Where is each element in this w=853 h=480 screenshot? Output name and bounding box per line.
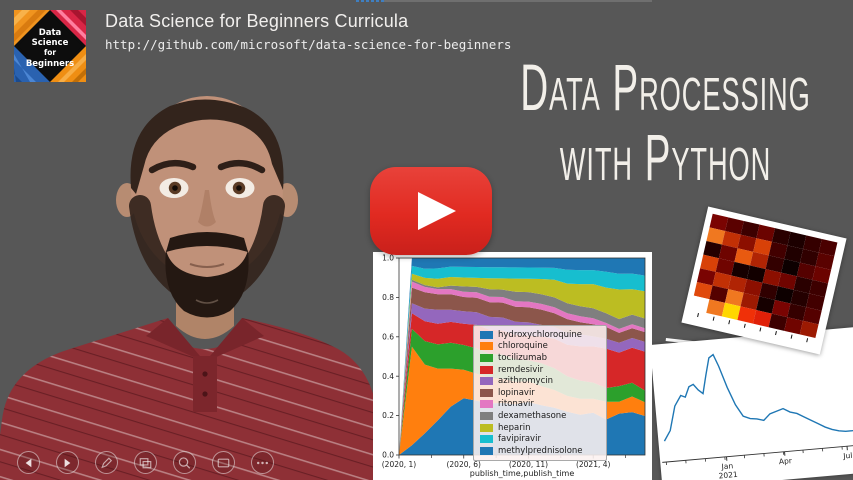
- legend-item: chloroquine: [480, 341, 600, 353]
- svg-text:Jul: Jul: [842, 451, 853, 461]
- previous-slide-icon: [25, 458, 32, 467]
- legend-label: azithromycin: [498, 376, 553, 387]
- logo-text-line: Science: [32, 38, 69, 48]
- svg-text:Apr: Apr: [778, 456, 793, 466]
- heatmap-panel: [681, 206, 847, 355]
- top-edge-bar: [384, 0, 652, 2]
- svg-text:0.2: 0.2: [382, 411, 394, 420]
- next-slide-icon: [64, 458, 71, 467]
- legend-label: heparin: [498, 422, 531, 433]
- previous-slide-button[interactable]: [17, 451, 40, 474]
- svg-text:(2020, 1): (2020, 1): [382, 460, 417, 469]
- legend-label: methylprednisolone: [498, 445, 583, 456]
- presenter-webcam: [0, 96, 384, 480]
- svg-text:0.4: 0.4: [382, 372, 394, 381]
- more-options-button[interactable]: [251, 451, 274, 474]
- line-chart-panel: Jan 2021 Apr Jul: [650, 324, 853, 480]
- all-slides-icon: [139, 457, 152, 468]
- svg-text:Jan: Jan: [720, 461, 734, 471]
- area-series-tocilizumab: [399, 328, 645, 455]
- legend-swatch: [480, 353, 493, 362]
- course-logo: Data Science for Beginners: [14, 10, 86, 82]
- svg-text:(2020, 11): (2020, 11): [509, 460, 548, 469]
- chart-legend: hydroxychloroquine chloroquine tocilizumab…: [473, 325, 607, 461]
- legend-swatch: [480, 330, 493, 339]
- legend-label: dexamethasone: [498, 410, 567, 421]
- legend-item: ritonavir: [480, 399, 600, 411]
- slideshow-controls: [17, 451, 274, 474]
- stacked-area-chart-panel: 0.0 0.2 0.4 0.6 0.8 1.0 (2020, 1) (2020, 6) (202…: [373, 252, 652, 480]
- legend-item: hydroxychloroquine: [480, 329, 600, 341]
- legend-swatch: [480, 377, 493, 386]
- legend-swatch: [480, 400, 493, 409]
- legend-label: ritonavir: [498, 399, 534, 410]
- legend-item: favipiravir: [480, 433, 600, 445]
- svg-text:0.6: 0.6: [382, 332, 394, 341]
- svg-text:0.0: 0.0: [382, 451, 394, 460]
- black-screen-button[interactable]: [212, 451, 235, 474]
- logo-text-line: Beginners: [26, 59, 74, 69]
- legend-swatch: [480, 388, 493, 397]
- all-slides-button[interactable]: [134, 451, 157, 474]
- legend-item: dexamethasone: [480, 410, 600, 422]
- legend-item: heparin: [480, 422, 600, 434]
- legend-swatch: [480, 446, 493, 455]
- zoom-icon: [178, 456, 191, 469]
- logo-text-line: Data: [39, 28, 62, 38]
- legend-swatch: [480, 423, 493, 432]
- legend-swatch: [480, 411, 493, 420]
- repo-url: http://github.com/microsoft/data-science…: [105, 37, 512, 52]
- logo-text-line: for: [44, 48, 56, 57]
- zoom-button[interactable]: [173, 451, 196, 474]
- legend-label: chloroquine: [498, 341, 548, 352]
- svg-text:2021: 2021: [718, 470, 738, 480]
- svg-text:1.0: 1.0: [382, 254, 394, 263]
- video-title: Data Processing with Python: [478, 51, 853, 191]
- page-title: Data Science for Beginners Curricula: [105, 11, 409, 31]
- legend-item: remdesivir: [480, 364, 600, 376]
- youtube-play-button[interactable]: [370, 167, 492, 255]
- legend-label: tocilizumab: [498, 352, 548, 363]
- legend-item: azithromycin: [480, 375, 600, 387]
- area-series-favipiravir: [399, 265, 645, 455]
- svg-text:(2021, 4): (2021, 4): [576, 460, 611, 469]
- legend-swatch: [480, 435, 493, 444]
- more-options-icon: [256, 461, 269, 464]
- svg-text:0.8: 0.8: [382, 293, 394, 302]
- legend-swatch: [480, 342, 493, 351]
- video-title-line2: with Python: [559, 121, 772, 195]
- area-chart-xlabel: publish_time,publish_time: [470, 469, 575, 478]
- legend-label: lopinavir: [498, 387, 535, 398]
- black-screen-icon: [217, 458, 230, 467]
- top-edge-dashed-marker: [356, 0, 384, 2]
- next-slide-button[interactable]: [56, 451, 79, 474]
- pen-icon: [101, 456, 113, 468]
- heatmap-cell: [799, 320, 819, 339]
- legend-item: tocilizumab: [480, 352, 600, 364]
- legend-label: favipiravir: [498, 434, 541, 445]
- video-title-line1: Data Processing: [520, 51, 811, 125]
- pen-button[interactable]: [95, 451, 118, 474]
- legend-swatch: [480, 365, 493, 374]
- area-series-heparin: [399, 273, 645, 455]
- legend-item: methylprednisolone: [480, 445, 600, 457]
- svg-text:(2020, 6): (2020, 6): [446, 460, 481, 469]
- legend-item: lopinavir: [480, 387, 600, 399]
- play-icon: [418, 192, 456, 230]
- legend-label: remdesivir: [498, 364, 544, 375]
- line-series: [663, 353, 853, 442]
- legend-label: hydroxychloroquine: [498, 329, 583, 340]
